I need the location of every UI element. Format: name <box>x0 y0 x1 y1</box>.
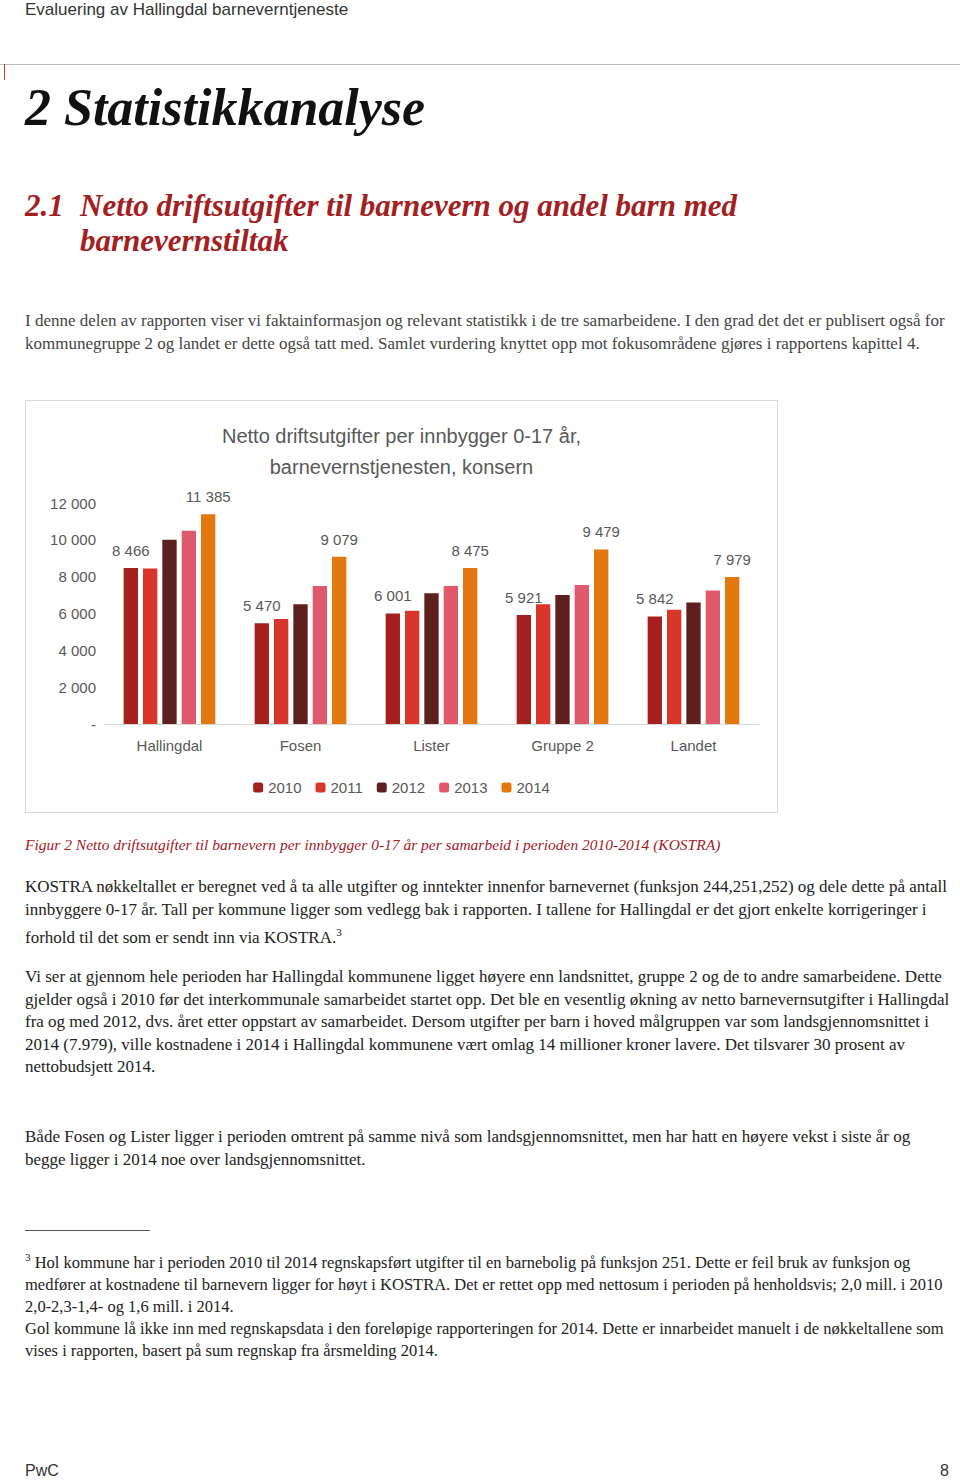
svg-text:5 470: 5 470 <box>243 597 281 614</box>
svg-text:4 000: 4 000 <box>58 642 96 659</box>
html-text:KOSTRA nøkkeltallet er beregne: KOSTRA nøkkeltallet er beregnet ved å ta… <box>25 877 947 947</box>
svg-text:11 385: 11 385 <box>186 488 231 505</box>
svg-text:9 079: 9 079 <box>320 531 358 548</box>
svg-text:barnevernstjenesten, konsern: barnevernstjenesten, konsern <box>270 456 534 478</box>
svg-text:5 842: 5 842 <box>636 590 674 607</box>
svg-text:Gruppe 2: Gruppe 2 <box>531 737 594 754</box>
html-text:I denne delen av rapporten vis: I denne delen av rapporten viser vi fakt… <box>25 311 945 353</box>
html-text:Figur 2 Netto driftsutgifter t: Figur 2 Netto driftsutgifter til barneve… <box>25 836 721 853</box>
html-text:2.1: 2.1 <box>25 188 64 223</box>
svg-text:10 000: 10 000 <box>50 531 96 548</box>
svg-text:8 475: 8 475 <box>451 542 489 559</box>
svg-text:6 000: 6 000 <box>58 605 96 622</box>
svg-text:8 466: 8 466 <box>112 542 150 559</box>
html-text:Både Fosen og Lister ligger i: Både Fosen og Lister ligger i perioden o… <box>25 1127 911 1169</box>
svg-text:6 001: 6 001 <box>374 587 412 604</box>
html-text:PwC: PwC <box>25 1462 59 1479</box>
svg-text:2012: 2012 <box>392 779 425 796</box>
html-text:Vi ser at gjennom hele periode: Vi ser at gjennom hele perioden har Hall… <box>25 967 950 1076</box>
svg-text:2011: 2011 <box>331 779 363 796</box>
svg-text:Fosen: Fosen <box>280 737 322 754</box>
html-text:Evaluering av Hallingdal barne: Evaluering av Hallingdal barneverntjenes… <box>25 0 349 19</box>
svg-text:Netto driftsutgifter per innby: Netto driftsutgifter per innbygger 0-17 … <box>222 425 581 447</box>
svg-text:2013: 2013 <box>454 779 487 796</box>
svg-text:Lister: Lister <box>413 737 450 754</box>
svg-text:Landet: Landet <box>671 737 718 754</box>
svg-text:12 000: 12 000 <box>50 495 96 512</box>
svg-text:2 000: 2 000 <box>58 679 96 696</box>
svg-text:8 000: 8 000 <box>58 568 96 585</box>
svg-text:9 479: 9 479 <box>582 523 620 540</box>
html-text:Gol kommune lå ikke inn med re: Gol kommune lå ikke inn med regnskapsdat… <box>25 1318 944 1360</box>
svg-text:-: - <box>91 716 96 733</box>
html-text:Netto driftsutgifter til barne: Netto driftsutgifter til barnevern og an… <box>80 188 737 258</box>
svg-text:5 921: 5 921 <box>505 589 543 606</box>
svg-text:2010: 2010 <box>268 779 301 796</box>
svg-text:2014: 2014 <box>516 779 549 796</box>
html-text:3 Hol kommune har i perioden 2: 3 Hol kommune har i perioden 2010 til 20… <box>25 1251 943 1316</box>
svg-text:7 979: 7 979 <box>713 551 751 568</box>
html-text:2 Statistikkanalyse: 2 Statistikkanalyse <box>25 79 426 136</box>
svg-text:Hallingdal: Hallingdal <box>137 737 203 754</box>
html-text:8: 8 <box>940 1462 949 1479</box>
